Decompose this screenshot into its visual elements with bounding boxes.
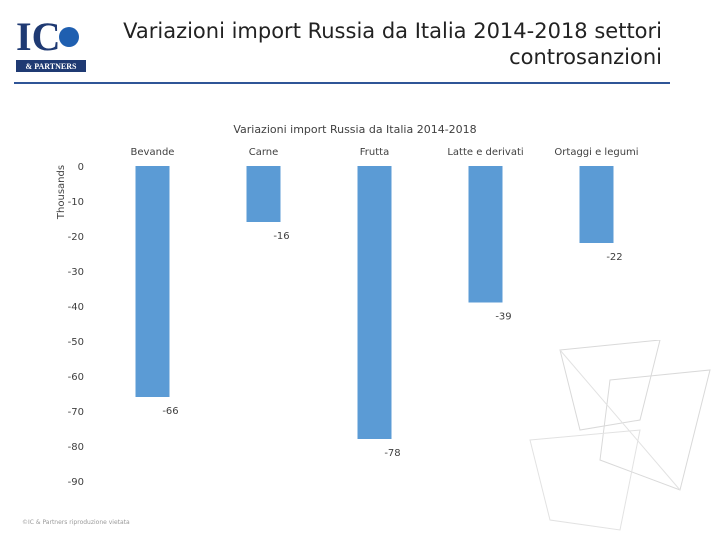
category-label: Frutta (360, 147, 389, 158)
y-tick-label: -60 (68, 372, 84, 383)
bar-ortaggi-e-legumi (579, 166, 614, 243)
data-label: -66 (162, 406, 178, 417)
y-axis-label: Thousands (56, 165, 67, 220)
company-logo: IC & PARTNERS (16, 14, 86, 72)
y-tick-label: -40 (68, 302, 84, 313)
y-tick-label: -70 (68, 407, 84, 418)
logo-subtext: & PARTNERS (26, 62, 77, 71)
y-tick-label: -80 (68, 442, 84, 453)
category-label: Ortaggi e legumi (554, 147, 638, 158)
slide-title: Variazioni import Russia da Italia 2014-… (123, 19, 662, 69)
title-divider (14, 82, 670, 84)
category-label: Bevande (131, 147, 175, 158)
decorative-paper-shapes (529, 340, 711, 531)
category-label: Carne (249, 147, 279, 158)
logo-letters: IC (16, 14, 60, 59)
bar-frutta (357, 166, 392, 439)
y-tick-label: -10 (68, 197, 84, 208)
logo-dot (59, 27, 79, 47)
logo-band (16, 60, 86, 72)
y-tick-label: -50 (68, 337, 84, 348)
bar-latte-e-derivati (468, 166, 503, 303)
bar-carne (246, 166, 281, 222)
y-tick-label: -20 (68, 232, 84, 243)
deco-shape (559, 340, 661, 431)
data-label: -16 (273, 231, 289, 242)
y-tick-label: -30 (68, 267, 84, 278)
category-label: Latte e derivati (447, 147, 523, 158)
deco-shape (529, 429, 641, 531)
y-tick-label: -90 (68, 477, 84, 488)
bar-bevande (135, 166, 170, 397)
data-label: -22 (606, 252, 622, 263)
footer-copyright: ©IC & Partners riproduzione vietata (22, 519, 130, 526)
deco-line (559, 349, 681, 491)
chart-title: Variazioni import Russia da Italia 2014-… (233, 123, 476, 136)
data-label: -78 (384, 448, 400, 459)
y-tick-label: 0 (78, 162, 84, 173)
data-label: -39 (495, 312, 511, 323)
